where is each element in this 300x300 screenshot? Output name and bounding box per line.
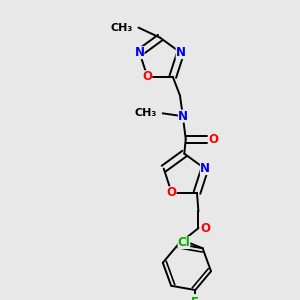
Text: CH₃: CH₃: [135, 108, 157, 118]
Text: CH₃: CH₃: [110, 22, 133, 33]
Text: N: N: [178, 110, 188, 123]
Text: N: N: [176, 46, 186, 59]
Text: O: O: [209, 133, 219, 146]
Text: O: O: [167, 186, 177, 199]
Text: N: N: [134, 46, 145, 59]
Text: Cl: Cl: [178, 236, 190, 249]
Text: N: N: [200, 162, 210, 175]
Text: O: O: [201, 222, 211, 235]
Text: F: F: [191, 296, 199, 300]
Text: O: O: [142, 70, 152, 83]
